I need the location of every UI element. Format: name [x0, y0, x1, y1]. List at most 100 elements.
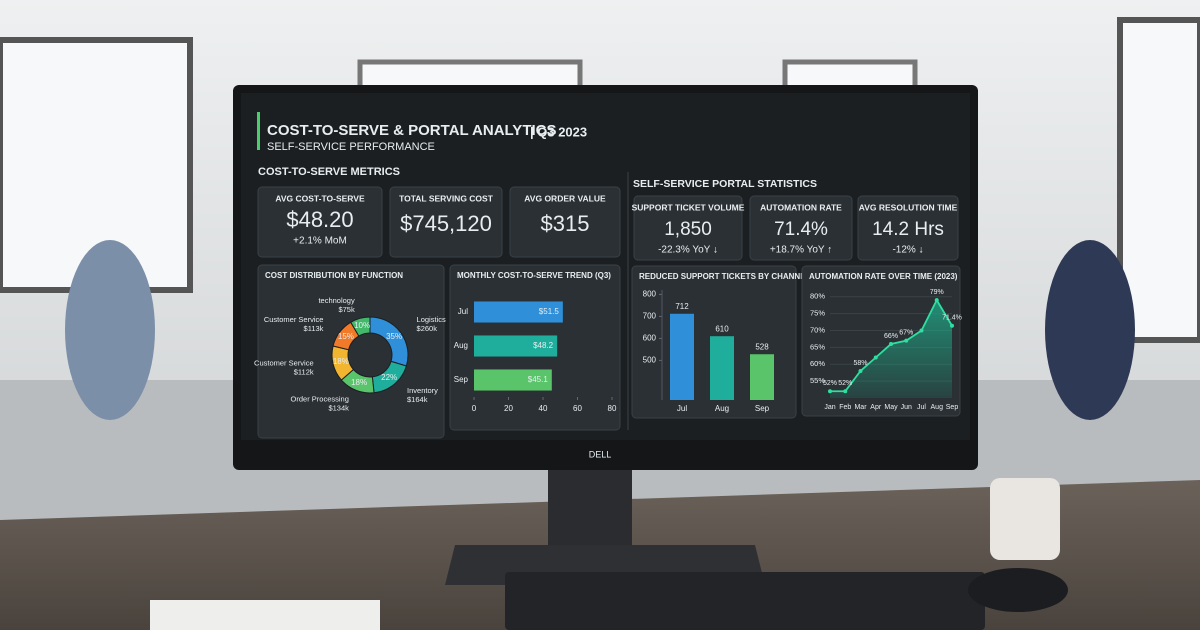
amount-label: $112k [294, 367, 314, 376]
y-tick-label: Sep [454, 375, 469, 384]
kpi-value: 1,850 [664, 219, 712, 240]
value-label: 58% [853, 360, 867, 367]
dashboard-period: | Q3 2023 [530, 124, 587, 139]
category-label: Customer Service [264, 315, 324, 324]
area-fill [830, 300, 952, 398]
slice-label: 35% [386, 332, 402, 341]
point [904, 338, 909, 343]
window [1117, 17, 1200, 343]
kpi-change: +2.1% MoM [293, 236, 347, 247]
keyboard [505, 572, 985, 630]
monitor-stand [548, 465, 632, 545]
point [873, 355, 878, 360]
y-tick-label: 70% [810, 325, 825, 334]
value-label: 610 [715, 324, 729, 333]
slice-label: 15% [338, 332, 354, 341]
x-tick-label: Jul [917, 404, 926, 411]
x-tick-label: Jan [824, 404, 835, 411]
kpi-label: TOTAL SERVING COST [399, 193, 494, 203]
kpi-card [749, 195, 853, 261]
y-tick-label: Jul [458, 307, 468, 316]
x-tick-label: Feb [839, 404, 851, 411]
bar [710, 336, 734, 400]
y-tick-label: 75% [810, 309, 825, 318]
amount-label: $260k [417, 324, 438, 333]
y-tick-label: 55% [810, 376, 825, 385]
slice-label: 22% [381, 373, 397, 382]
point [843, 389, 848, 394]
point [950, 323, 954, 328]
value-label: 79% [930, 289, 944, 296]
bar [474, 335, 558, 357]
value-label: 712 [675, 302, 689, 311]
value-label: 66% [884, 333, 898, 340]
bar [474, 369, 552, 391]
mouse [968, 568, 1068, 612]
y-tick-label: 500 [643, 356, 657, 365]
point [919, 328, 924, 333]
slice-label: 18% [333, 357, 349, 366]
chart-title: AUTOMATION RATE OVER TIME (2023) [809, 272, 958, 281]
amount-label: $164k [407, 395, 428, 404]
kpi-card [389, 186, 503, 258]
x-tick-label: Mar [854, 404, 867, 411]
kpi-value: $745,120 [400, 211, 492, 236]
kpi-change: -12% ↓ [892, 245, 923, 256]
x-tick-label: May [884, 404, 898, 411]
dashboard-subtitle: SELF-SERVICE PERFORMANCE [267, 141, 435, 153]
value-label: $48.2 [533, 341, 554, 350]
y-tick-label: 65% [810, 342, 825, 351]
point [934, 298, 939, 303]
kpi-label: AUTOMATION RATE [760, 202, 842, 212]
value-label: 528 [755, 342, 769, 351]
value-label: 52% [823, 380, 837, 387]
chart-panel [257, 264, 445, 439]
slice-label: 18% [351, 378, 367, 387]
value-label: 71.4% [942, 315, 962, 322]
x-tick-label: Apr [870, 404, 882, 411]
y-tick-label: 80% [810, 292, 825, 301]
dashboard-title: COST-TO-SERVE & PORTAL ANALYTICS [267, 122, 556, 139]
slice-label: 10% [354, 321, 370, 330]
pie-slice [350, 316, 371, 337]
y-tick-label: 600 [643, 334, 657, 343]
bar [670, 313, 694, 400]
x-tick-label: 80 [608, 404, 617, 413]
x-tick-label: Sep [755, 404, 770, 413]
kpi-card [257, 186, 383, 258]
bar [750, 354, 774, 400]
x-tick-label: 0 [472, 404, 477, 413]
kpi-card [509, 186, 621, 258]
x-tick-label: Aug [931, 404, 944, 411]
kpi-value: $48.20 [286, 207, 353, 232]
x-tick-label: 20 [504, 404, 513, 413]
amount-label: $75k [338, 305, 355, 314]
person [1045, 240, 1135, 420]
y-tick-label: 700 [643, 312, 657, 321]
kpi-label: AVG COST-TO-SERVE [275, 193, 365, 203]
kpi-label: AVG ORDER VALUE [524, 193, 606, 203]
kpi-value: 14.2 Hrs [872, 219, 944, 240]
kpi-value: $315 [541, 211, 590, 236]
x-tick-label: Jul [677, 404, 687, 413]
accent-bar [257, 112, 260, 150]
x-tick-label: 40 [539, 404, 548, 413]
amount-label: $113k [304, 324, 324, 333]
section-title: COST-TO-SERVE METRICS [258, 166, 400, 178]
value-label: 67% [899, 329, 913, 336]
chart-title: COST DISTRIBUTION BY FUNCTION [265, 271, 403, 280]
kpi-change: +18.7% YoY ↑ [770, 245, 832, 256]
point [889, 342, 893, 346]
kpi-label: AVG RESOLUTION TIME [859, 202, 958, 212]
chart-title: MONTHLY COST-TO-SERVE TREND (Q3) [457, 271, 611, 280]
point [858, 369, 863, 373]
category-label: Order Processing [291, 394, 349, 403]
dashboard: COST-TO-SERVE & PORTAL ANALYTICS | Q3 20… [241, 93, 970, 440]
section-title: SELF-SERVICE PORTAL STATISTICS [633, 178, 817, 190]
amount-label: $134k [328, 403, 349, 412]
notebook [150, 600, 380, 630]
kpi-card [633, 195, 743, 261]
bar [474, 301, 563, 323]
